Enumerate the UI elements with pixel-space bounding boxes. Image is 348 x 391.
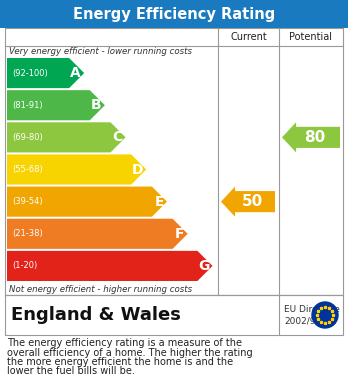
Bar — [5, 295, 343, 335]
Text: (55-68): (55-68) — [12, 165, 43, 174]
Text: A: A — [70, 66, 81, 80]
Text: (21-38): (21-38) — [12, 229, 43, 238]
Text: (39-54): (39-54) — [12, 197, 42, 206]
Text: The energy efficiency rating is a measure of the: The energy efficiency rating is a measur… — [7, 338, 242, 348]
Text: B: B — [91, 98, 102, 112]
Polygon shape — [7, 122, 126, 152]
Polygon shape — [7, 187, 167, 217]
Text: (1-20): (1-20) — [12, 262, 37, 271]
Polygon shape — [282, 122, 340, 152]
Text: lower the fuel bills will be.: lower the fuel bills will be. — [7, 366, 135, 377]
Text: Energy Efficiency Rating: Energy Efficiency Rating — [73, 7, 275, 22]
Bar — [5, 28, 343, 295]
Polygon shape — [7, 219, 188, 249]
Text: Very energy efficient - lower running costs: Very energy efficient - lower running co… — [9, 47, 192, 57]
Text: C: C — [112, 130, 122, 144]
Polygon shape — [7, 58, 84, 88]
Bar — [0, 0, 348, 28]
Text: Current: Current — [230, 32, 267, 42]
Text: overall efficiency of a home. The higher the rating: overall efficiency of a home. The higher… — [7, 348, 253, 357]
Polygon shape — [7, 90, 105, 120]
Text: (69-80): (69-80) — [12, 133, 43, 142]
Text: G: G — [198, 259, 209, 273]
Text: Potential: Potential — [290, 32, 332, 42]
Circle shape — [312, 302, 338, 328]
Text: (92-100): (92-100) — [12, 68, 48, 77]
Text: 2002/91/EC: 2002/91/EC — [284, 316, 336, 325]
Polygon shape — [7, 251, 213, 281]
Text: (81-91): (81-91) — [12, 101, 42, 110]
Text: 80: 80 — [304, 130, 326, 145]
Text: England & Wales: England & Wales — [11, 306, 181, 324]
Polygon shape — [7, 154, 146, 185]
Text: the more energy efficient the home is and the: the more energy efficient the home is an… — [7, 357, 233, 367]
Text: Not energy efficient - higher running costs: Not energy efficient - higher running co… — [9, 285, 192, 294]
Text: D: D — [132, 163, 143, 176]
Text: E: E — [155, 195, 164, 209]
Text: EU Directive: EU Directive — [284, 305, 340, 314]
Text: 50: 50 — [242, 194, 263, 209]
Text: F: F — [175, 227, 185, 241]
Polygon shape — [221, 187, 275, 217]
